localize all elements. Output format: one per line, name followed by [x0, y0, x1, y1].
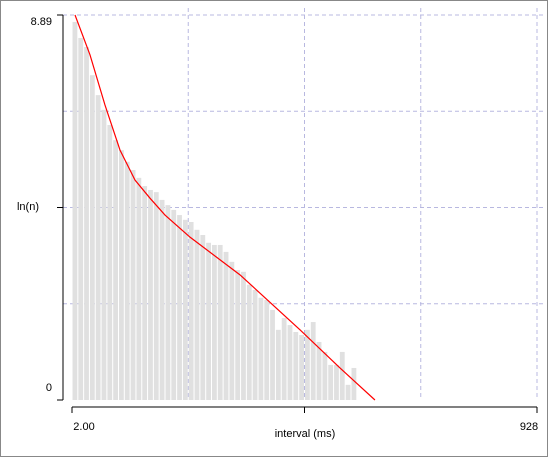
bar	[217, 244, 223, 400]
x-tick-label: 2.00	[73, 421, 94, 433]
bar	[136, 177, 142, 400]
bar	[188, 222, 194, 400]
bar	[200, 235, 206, 400]
bar	[142, 186, 148, 400]
bar	[351, 367, 357, 400]
bar	[107, 125, 113, 400]
bar	[148, 189, 153, 400]
fit-line	[74, 14, 376, 401]
bar	[113, 140, 118, 401]
bar	[177, 215, 182, 400]
x-axis-label: interval (ms)	[275, 428, 336, 440]
y-tick-label: 8.89	[31, 16, 52, 28]
bar	[316, 341, 322, 400]
bar	[275, 329, 281, 400]
bar	[130, 170, 136, 400]
bar	[206, 242, 211, 400]
bar	[299, 335, 304, 400]
x-tick-label: 928	[520, 421, 538, 433]
bar	[310, 322, 316, 400]
bar	[194, 229, 200, 400]
y-tick-label: 0	[46, 382, 52, 394]
bar	[171, 209, 177, 400]
bar	[339, 351, 345, 400]
bar	[165, 205, 171, 400]
bar	[334, 364, 339, 400]
bar	[305, 329, 310, 400]
bar	[182, 219, 188, 400]
bar	[84, 47, 89, 401]
bar	[345, 384, 351, 400]
bar	[124, 161, 130, 400]
bar	[281, 318, 287, 400]
bar	[322, 351, 328, 400]
bar	[264, 299, 270, 400]
bar	[153, 192, 159, 400]
bar	[223, 251, 229, 400]
bar	[229, 261, 235, 400]
bar	[241, 271, 246, 400]
y-axis-label: ln(n)	[17, 201, 39, 213]
bar	[89, 75, 95, 401]
bar	[258, 297, 264, 400]
bar	[78, 37, 84, 400]
bar	[95, 95, 101, 401]
bar	[328, 364, 334, 400]
bar	[159, 199, 165, 400]
bar	[212, 244, 217, 400]
bar	[72, 21, 78, 400]
bar	[287, 325, 293, 400]
bar	[270, 309, 275, 400]
bar	[235, 270, 241, 400]
bar	[119, 150, 124, 400]
bar	[252, 290, 258, 400]
bar	[246, 284, 252, 400]
bar	[101, 109, 107, 400]
bar	[293, 332, 299, 400]
